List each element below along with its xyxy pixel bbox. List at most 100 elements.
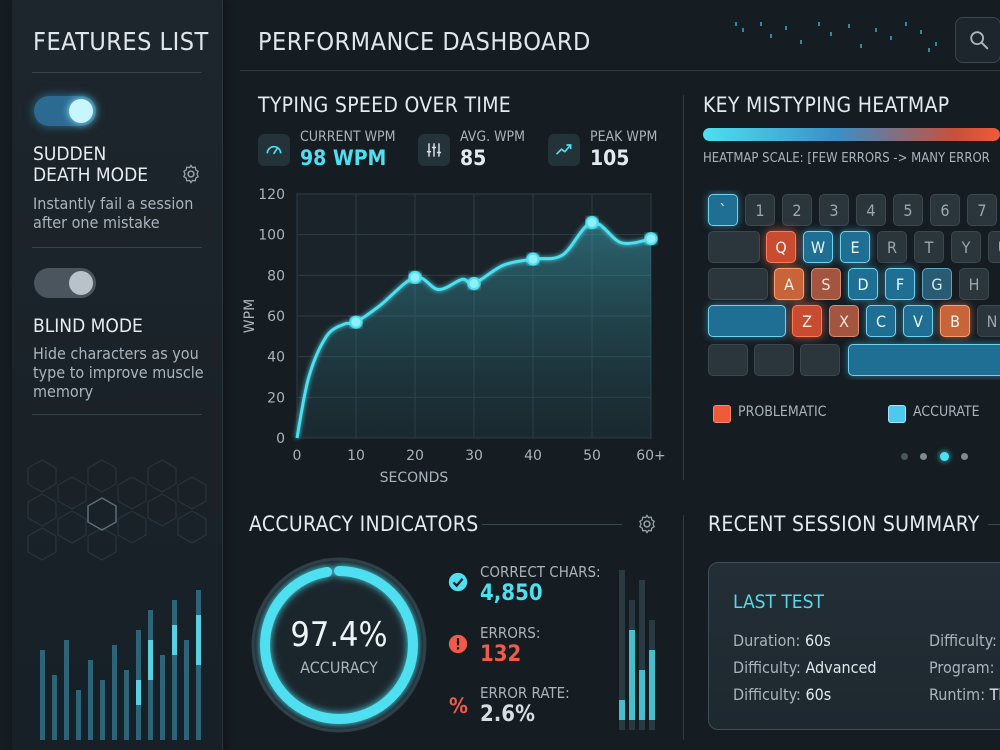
- stat-label: CURRENT WPM: [300, 129, 396, 145]
- key[interactable]: C: [866, 305, 896, 337]
- key[interactable]: F: [885, 268, 915, 300]
- key[interactable]: T: [914, 231, 944, 263]
- summary-left-column: Duration: 60s Difficulty: Advanced Diffi…: [733, 627, 877, 708]
- y-tick-label: 80: [267, 268, 285, 284]
- data-point: [585, 215, 599, 229]
- gear-icon[interactable]: [636, 513, 658, 539]
- feature-title: BLIND MODE: [33, 315, 143, 337]
- key[interactable]: D: [848, 268, 878, 300]
- x-tick-label: 0: [293, 448, 302, 464]
- row-label: Difficulty:: [733, 658, 801, 677]
- tab-key[interactable]: [708, 231, 760, 263]
- feature-title-line: SUDDEN: [33, 143, 107, 165]
- pager-dot[interactable]: [901, 453, 908, 460]
- key[interactable]: 3: [819, 194, 849, 226]
- y-tick-label: 40: [267, 350, 285, 366]
- key[interactable]: 7: [967, 194, 997, 226]
- problematic-swatch: [713, 405, 731, 423]
- key[interactable]: 2: [782, 194, 812, 226]
- divider: [32, 414, 202, 415]
- x-tick-label: 50: [583, 448, 601, 464]
- y-tick-label: 60: [267, 309, 285, 325]
- data-point: [408, 270, 422, 284]
- search-button[interactable]: [955, 17, 1000, 63]
- accuracy-title: ACCURACY INDICATORS: [249, 512, 479, 536]
- row-value: 60s: [805, 685, 832, 704]
- row-label: Runtim:: [929, 685, 986, 704]
- data-point: [526, 252, 540, 266]
- y-tick-label: 20: [267, 390, 285, 406]
- key[interactable]: X: [829, 305, 859, 337]
- y-tick-label: 100: [258, 228, 285, 244]
- key[interactable]: Z: [792, 305, 822, 337]
- metric-label: ERRORS:: [480, 624, 541, 642]
- key[interactable]: W: [803, 231, 833, 263]
- stat-label: PEAK WPM: [590, 129, 658, 145]
- x-tick-label: 10: [347, 448, 365, 464]
- cmd-key[interactable]: [800, 344, 840, 376]
- shift-key[interactable]: [708, 305, 786, 337]
- header-divider: [240, 70, 1000, 71]
- ctrl-key[interactable]: [708, 344, 748, 376]
- key[interactable]: A: [774, 268, 804, 300]
- feature-description: Hide characters as you type to improve m…: [33, 344, 204, 401]
- data-point: [467, 276, 481, 290]
- key[interactable]: U: [988, 231, 1000, 263]
- wpm-line: [295, 220, 652, 439]
- check-circle-icon: [447, 571, 469, 597]
- page-title: PERFORMANCE DASHBOARD: [258, 27, 591, 56]
- alt-key[interactable]: [754, 344, 794, 376]
- summary-row: Difficulty: 60s: [733, 681, 877, 708]
- caps-key[interactable]: [708, 268, 768, 300]
- key[interactable]: R: [877, 231, 907, 263]
- alert-circle-icon: [447, 633, 469, 659]
- accuracy-ring: [251, 557, 427, 733]
- hexagon-decoration: [27, 459, 207, 561]
- heatmap-scale-bar: [703, 128, 1000, 141]
- sidebar: FEATURES LIST SUDDEN DEATH MODE Instantl…: [12, 0, 223, 750]
- data-point: [644, 232, 658, 246]
- y-tick-label: 0: [276, 431, 285, 447]
- feature-title: SUDDEN DEATH MODE: [33, 144, 148, 186]
- x-axis-label: SECONDS: [380, 470, 449, 486]
- row-label: Duration:: [733, 631, 801, 650]
- blind-mode-toggle[interactable]: [34, 268, 96, 298]
- divider: [988, 524, 1000, 525]
- panel-divider: [683, 95, 684, 480]
- pager-dot[interactable]: [961, 453, 968, 460]
- feature-title-line: DEATH MODE: [33, 164, 149, 186]
- space-key[interactable]: [848, 344, 1000, 376]
- last-test-card[interactable]: LAST TEST Duration: 60s Difficulty: Adva…: [708, 562, 1000, 730]
- key[interactable]: G: [922, 268, 952, 300]
- key[interactable]: N: [977, 305, 1000, 337]
- accuracy-label: ACCURACY: [300, 658, 378, 677]
- key[interactable]: H: [959, 268, 989, 300]
- key[interactable]: S: [811, 268, 841, 300]
- key[interactable]: 6: [930, 194, 960, 226]
- row-value: Advanced: [805, 658, 877, 677]
- key[interactable]: E: [840, 231, 870, 263]
- metric-label: ERROR RATE:: [480, 684, 570, 702]
- metric-value: 2.6%: [480, 702, 535, 727]
- accuracy-arc: [260, 566, 418, 724]
- key[interactable]: B: [940, 305, 970, 337]
- key[interactable]: V: [903, 305, 933, 337]
- key[interactable]: Q: [766, 231, 796, 263]
- heatmap-title: KEY MISTYPING HEATMAP: [703, 93, 950, 117]
- typing-speed-chart: 0 20 40 60 80 100 120 0 10 20 30 40 50 60+ SECONDS WPM: [242, 187, 666, 486]
- key[interactable]: 5: [893, 194, 923, 226]
- key[interactable]: `: [708, 194, 738, 226]
- pager-dot[interactable]: [920, 453, 927, 460]
- gauge-icon: [258, 134, 290, 166]
- sudden-death-toggle[interactable]: [34, 96, 96, 126]
- metric-value: 132: [480, 642, 522, 667]
- pager-dot-active[interactable]: [940, 452, 949, 461]
- row-value: 60s: [804, 631, 831, 650]
- key[interactable]: Y: [951, 231, 981, 263]
- summary-row: Duration: 60s: [733, 627, 877, 654]
- gear-icon[interactable]: [180, 163, 202, 189]
- card-title: LAST TEST: [733, 591, 824, 613]
- trend-up-icon: [548, 134, 580, 166]
- key[interactable]: 4: [856, 194, 886, 226]
- key[interactable]: 1: [745, 194, 775, 226]
